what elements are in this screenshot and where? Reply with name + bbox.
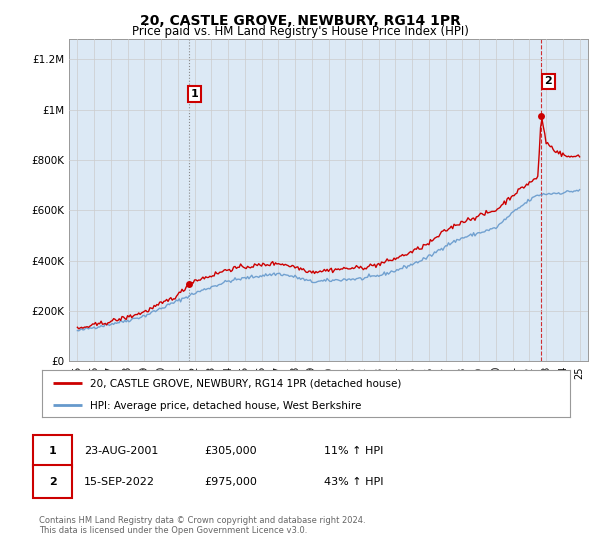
Text: 2: 2 — [49, 477, 56, 487]
Text: HPI: Average price, detached house, West Berkshire: HPI: Average price, detached house, West… — [89, 402, 361, 411]
Text: 23-AUG-2001: 23-AUG-2001 — [84, 446, 158, 456]
Text: £305,000: £305,000 — [204, 446, 257, 456]
Text: Contains HM Land Registry data © Crown copyright and database right 2024.: Contains HM Land Registry data © Crown c… — [39, 516, 365, 525]
Text: 15-SEP-2022: 15-SEP-2022 — [84, 477, 155, 487]
Text: 20, CASTLE GROVE, NEWBURY, RG14 1PR (detached house): 20, CASTLE GROVE, NEWBURY, RG14 1PR (det… — [89, 379, 401, 389]
Text: £975,000: £975,000 — [204, 477, 257, 487]
Text: Price paid vs. HM Land Registry's House Price Index (HPI): Price paid vs. HM Land Registry's House … — [131, 25, 469, 38]
Text: 20, CASTLE GROVE, NEWBURY, RG14 1PR: 20, CASTLE GROVE, NEWBURY, RG14 1PR — [140, 14, 460, 28]
Text: 2: 2 — [545, 77, 553, 86]
Text: This data is licensed under the Open Government Licence v3.0.: This data is licensed under the Open Gov… — [39, 526, 307, 535]
Text: 1: 1 — [190, 89, 198, 99]
Text: 1: 1 — [49, 446, 56, 456]
Text: 11% ↑ HPI: 11% ↑ HPI — [324, 446, 383, 456]
Text: 43% ↑ HPI: 43% ↑ HPI — [324, 477, 383, 487]
